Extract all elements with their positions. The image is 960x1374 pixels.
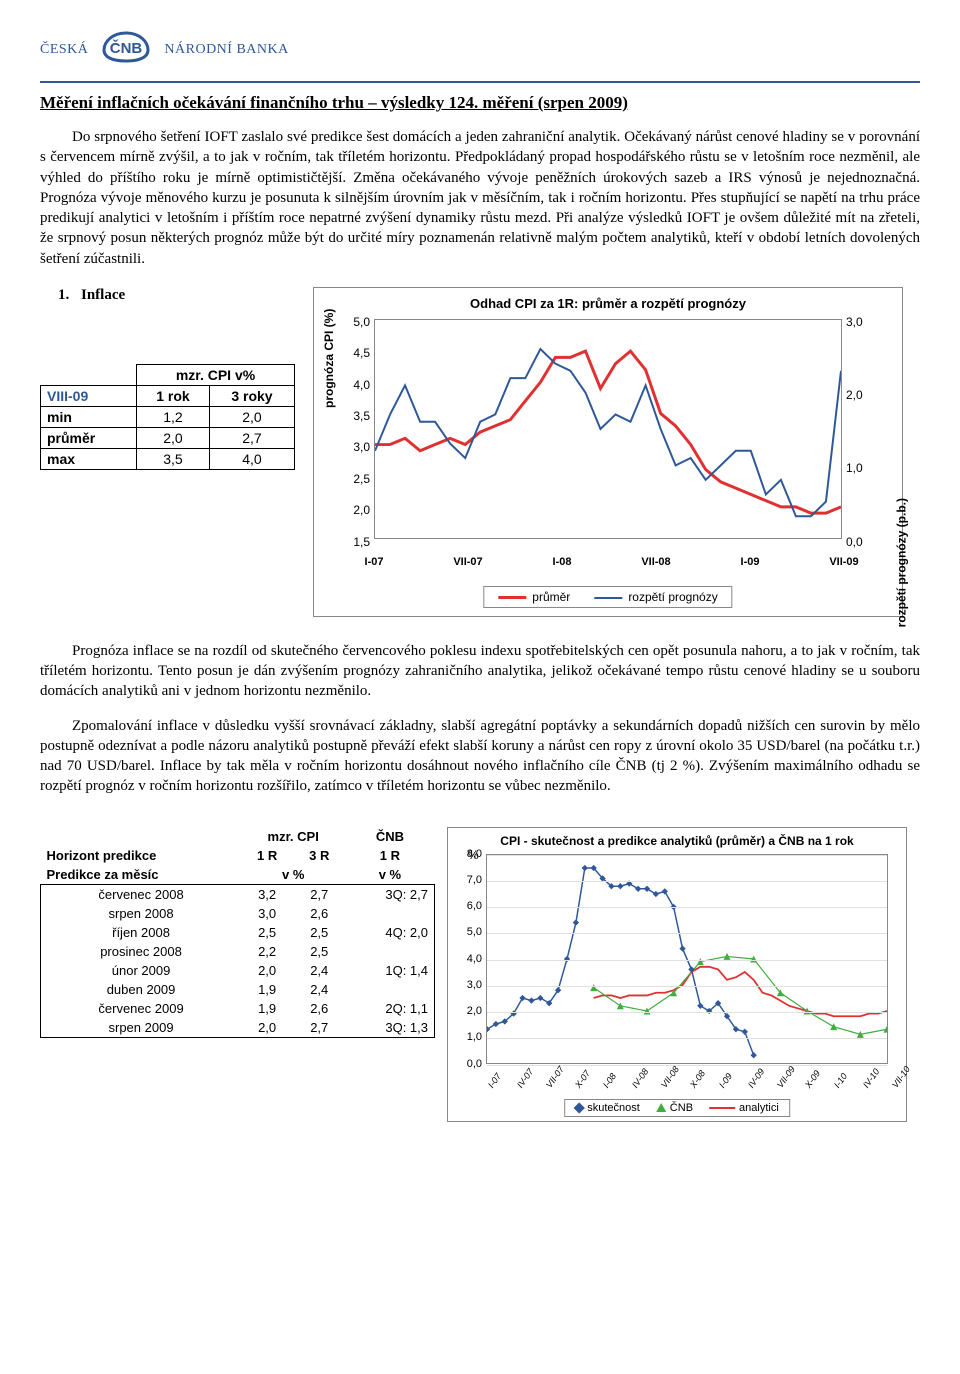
chart1-legend: průměr rozpětí prognózy [483,586,732,608]
table-row: červenec 20091,92,62Q: 1,1 [41,999,435,1018]
section-1-label: Inflace [81,287,125,303]
logo-left: ČESKÁ [40,42,88,58]
table-row: prosinec 20082,22,5 [41,942,435,961]
page-title: Měření inflačních očekávání finančního t… [40,93,920,113]
chart1-title: Odhad CPI za 1R: průměr a rozpětí prognó… [314,288,902,315]
logo-mark: ČNB [94,30,158,69]
pred-hdr-group: mzr. CPI [241,827,345,846]
legend-item: analytici [709,1102,779,1114]
table-row: srpen 20092,02,73Q: 1,3 [41,1018,435,1038]
section-1-heading: 1. Inflace [58,287,295,304]
chart1-plot-area [374,319,842,539]
logo-right: NÁRODNÍ BANKA [164,42,288,58]
legend-item: rozpětí prognózy [594,590,717,604]
table-row: srpen 20083,02,6 [41,904,435,923]
chart1-y-left-label: prognóza CPI (%) [322,308,336,407]
body-paragraph-2: Prognóza inflace se na rozdíl od skutečn… [40,641,920,702]
summary-col-1: 1 rok [137,385,210,406]
summary-super-header: mzr. CPI v% [137,364,295,385]
chart2-plot-area [486,854,888,1064]
intro-paragraph: Do srpnového šetření IOFT zaslalo své pr… [40,127,920,269]
legend-item: průměr [498,590,570,604]
cpi-forecast-chart: Odhad CPI za 1R: průměr a rozpětí prognó… [313,287,903,617]
table-row: průměr 2,0 2,7 [41,427,295,448]
table-row: duben 20091,92,4 [41,980,435,999]
svg-text:ČNB: ČNB [110,39,143,57]
table-row: říjen 20082,52,54Q: 2,0 [41,923,435,942]
pred-unit-label: Predikce za měsíc [41,865,242,885]
pred-hdr-cnb: ČNB [345,827,434,846]
header-rule [40,81,920,83]
pred-horizon-label: Horizont predikce [41,846,242,865]
table-row: max 3,5 4,0 [41,448,295,469]
chart2-legend: skutečnost ČNB analytici [564,1099,790,1117]
legend-item: skutečnost [575,1102,640,1114]
summary-corner: VIII-09 [41,385,137,406]
chart1-y-right-label: rozpětí prognózy (p.b.) [894,498,908,627]
table-row: červenec 20083,22,73Q: 2,7 [41,884,435,904]
cnb-logo: ČESKÁ ČNB NÁRODNÍ BANKA [40,30,920,69]
section-1-num: 1. [58,287,69,303]
legend-item: ČNB [656,1102,693,1114]
chart2-title: CPI - skutečnost a predikce analytiků (p… [448,828,906,850]
summary-col-2: 3 roky [209,385,294,406]
table-row: únor 20092,02,41Q: 1,4 [41,961,435,980]
body-paragraph-3: Zpomalování inflace v důsledku vyšší sro… [40,716,920,797]
summary-table: mzr. CPI v% VIII-09 1 rok 3 roky min 1,2… [40,364,295,470]
cpi-history-chart: CPI - skutečnost a predikce analytiků (p… [447,827,907,1122]
prediction-table: mzr. CPI ČNB Horizont predikce 1 R 3 R 1… [40,827,435,1038]
table-row: min 1,2 2,0 [41,406,295,427]
